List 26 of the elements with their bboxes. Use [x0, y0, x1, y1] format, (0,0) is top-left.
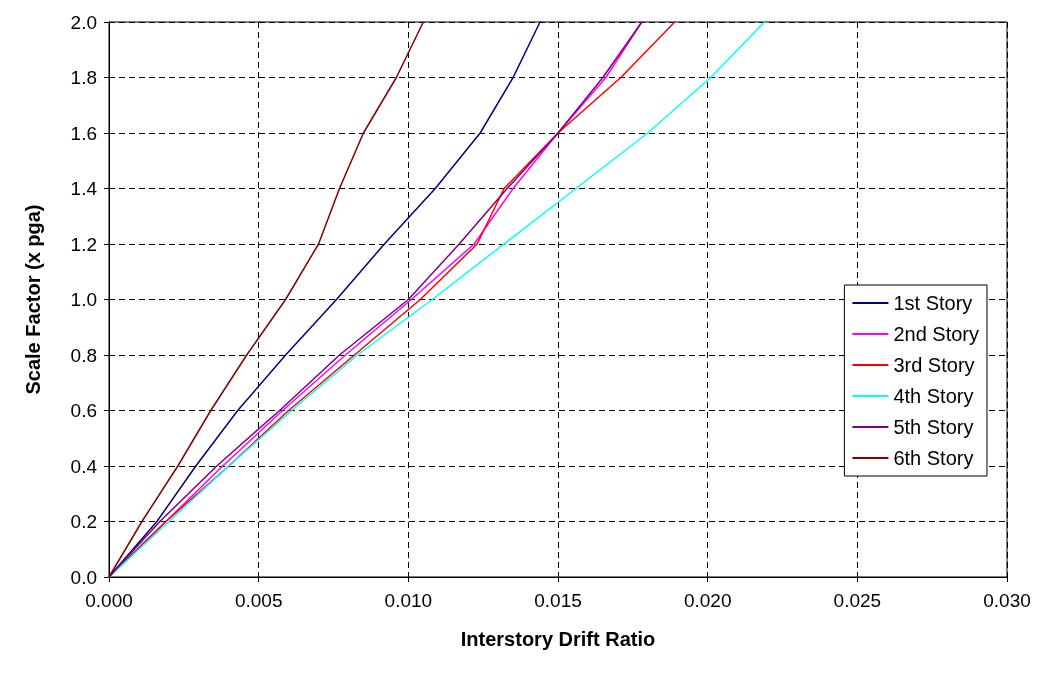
legend-label: 3rd Story: [893, 354, 975, 376]
y-tick-label: 0.8: [70, 344, 97, 366]
x-tick-label: 0.015: [534, 590, 582, 611]
legend-label: 1st Story: [893, 292, 973, 314]
legend-label: 4th Story: [893, 385, 974, 407]
y-tick-label: 1.4: [70, 178, 98, 199]
legend-label: 2nd Story: [893, 323, 979, 345]
y-axis-title: Scale Factor (x pga): [22, 204, 44, 395]
y-tick-label: 0.2: [70, 511, 97, 532]
x-tick-label: 0.025: [833, 590, 882, 611]
y-tick-label: 0.6: [70, 400, 97, 421]
y-tick-label: 2.0: [70, 11, 97, 33]
x-tick-label: 0.030: [983, 590, 1031, 611]
y-tick-label: 1.6: [70, 122, 97, 144]
x-tick-label: 0.000: [85, 590, 133, 611]
y-tick-label: 0.0: [70, 566, 97, 588]
y-tick-label: 1.8: [70, 67, 97, 88]
x-tick-label: 0.005: [234, 590, 283, 611]
x-tick-label: 0.010: [384, 590, 433, 611]
y-tick-label: 0.4: [70, 455, 98, 477]
y-tick-label: 1.2: [70, 233, 97, 255]
x-axis-title: Interstory Drift Ratio: [460, 628, 656, 650]
legend-label: 5th Story: [893, 416, 974, 438]
legend-label: 6th Story: [893, 447, 974, 469]
y-tick-label: 1.0: [70, 289, 97, 310]
x-tick-label: 0.020: [683, 590, 732, 611]
